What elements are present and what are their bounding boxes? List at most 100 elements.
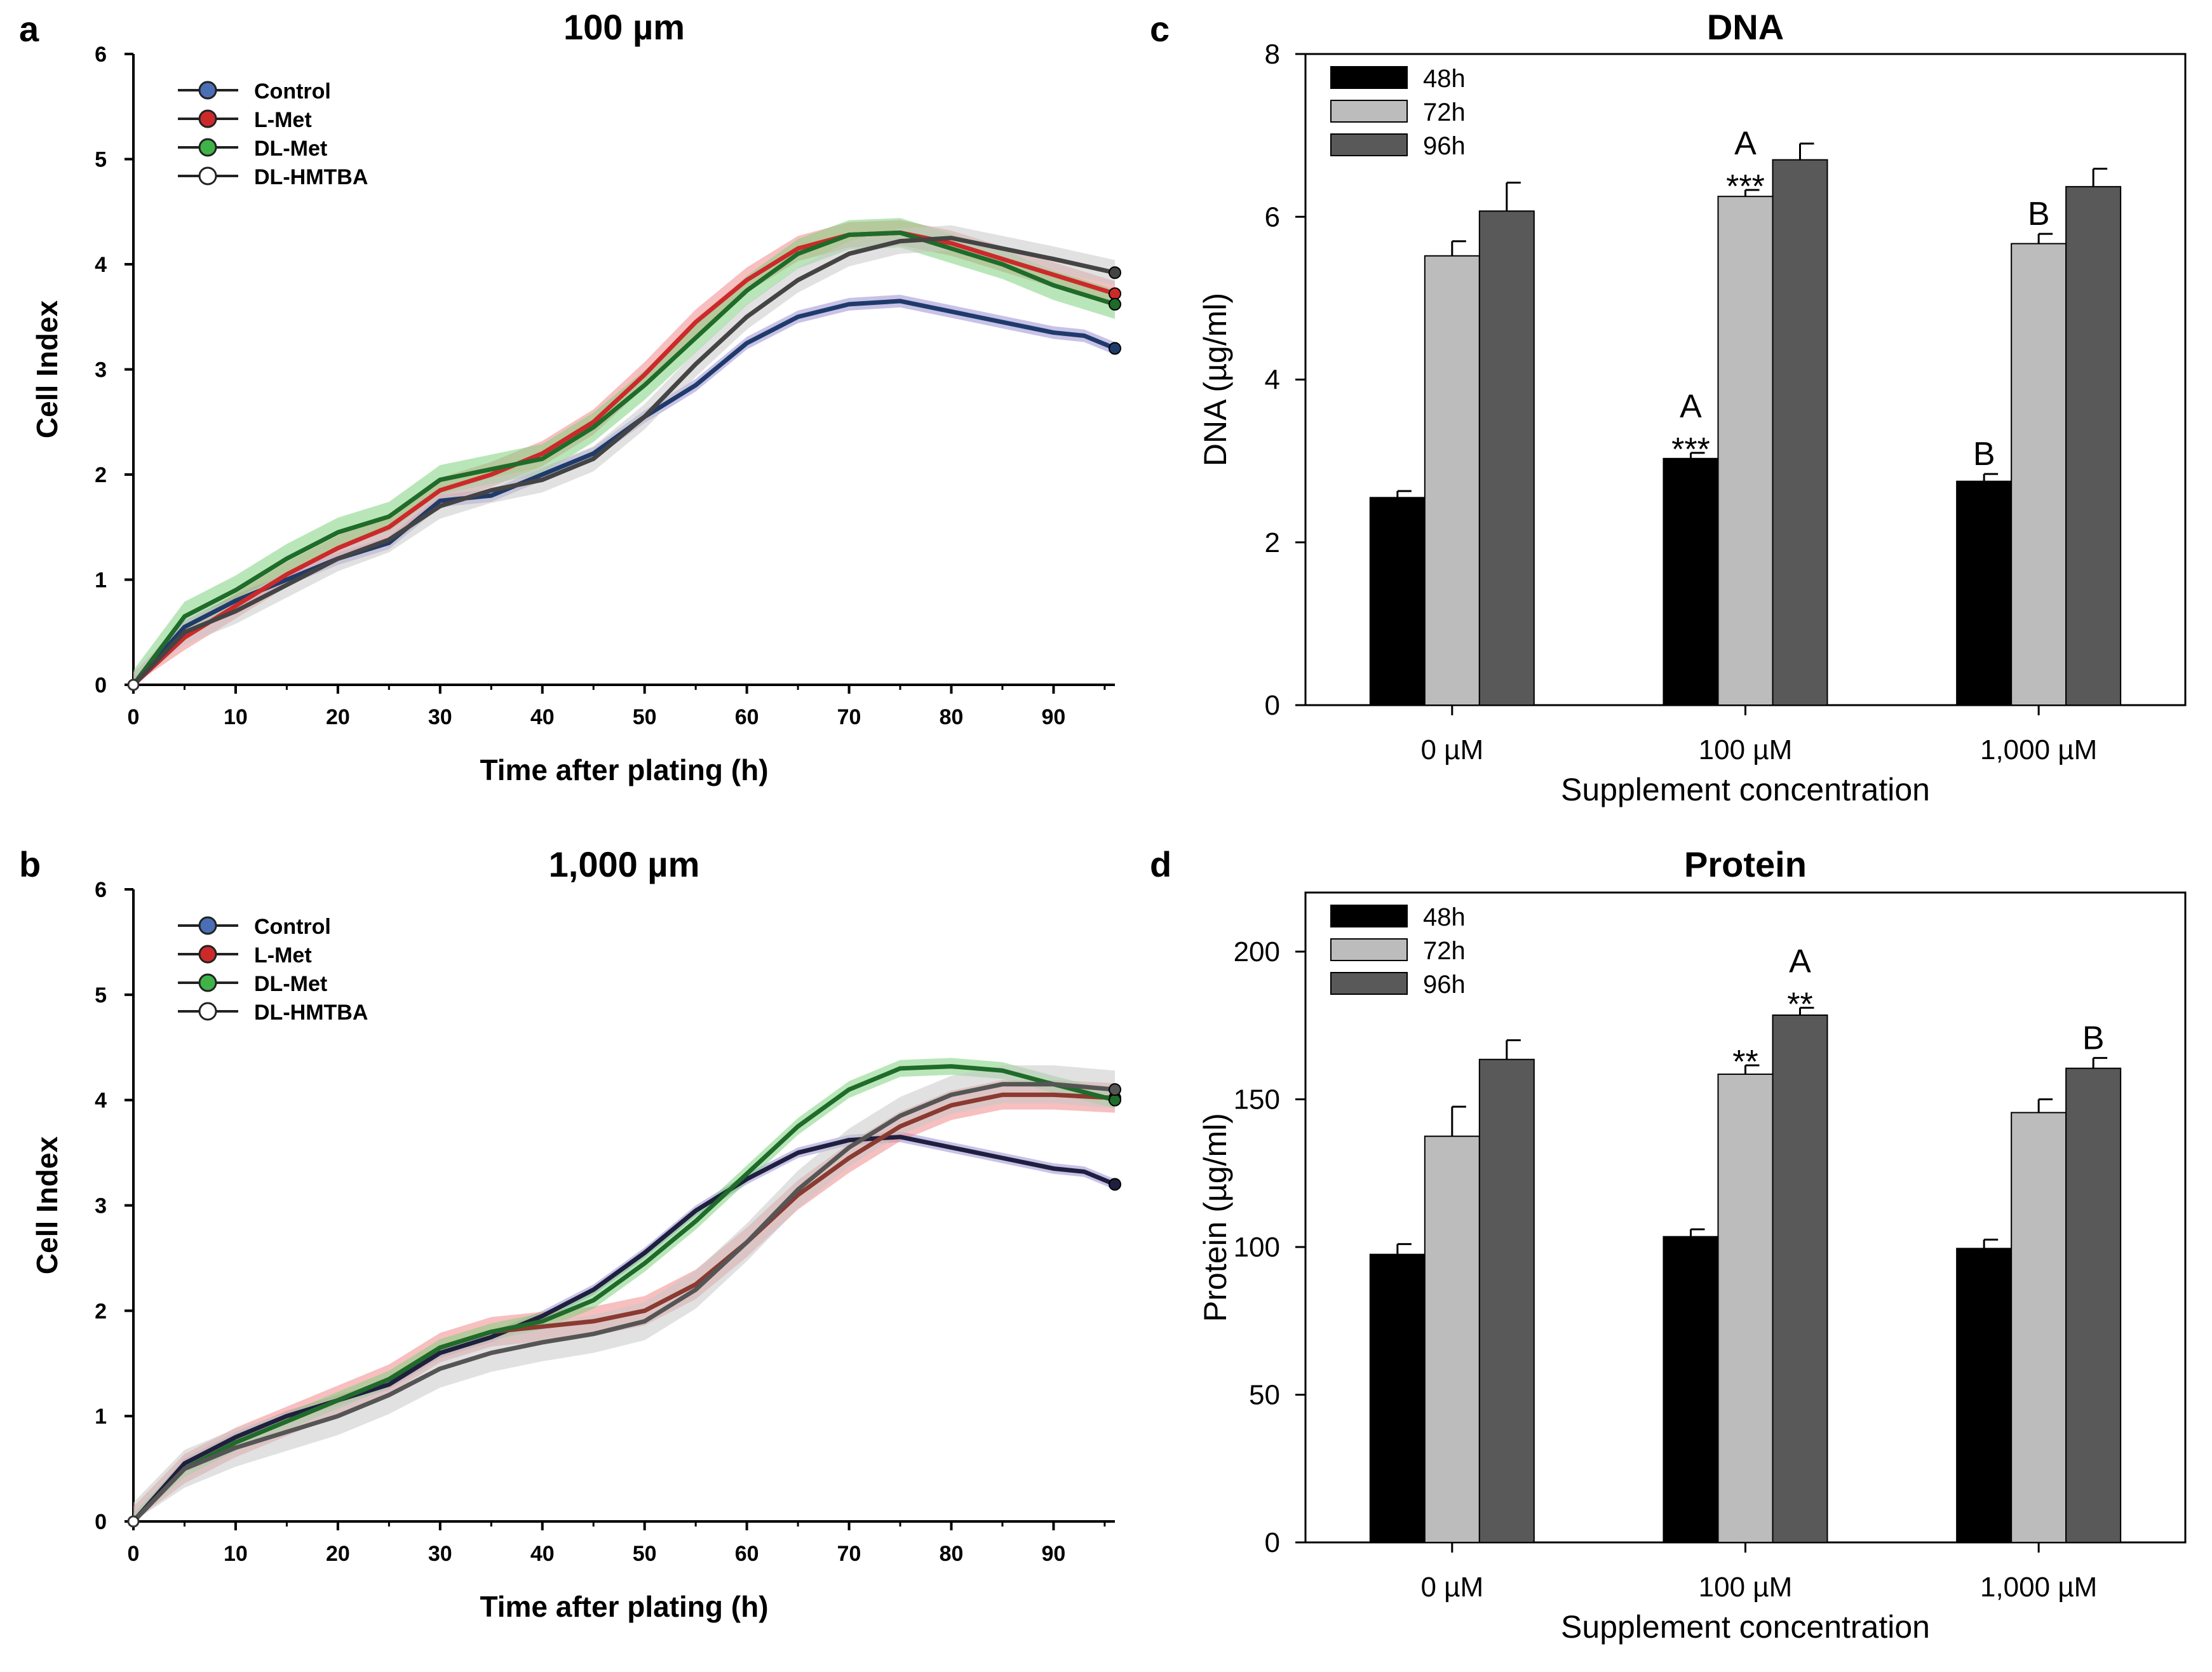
bar-96h-2 [2065,185,2122,706]
series-line-l-met [132,230,1116,687]
series-end-point-dl-hmtba [1109,266,1121,280]
y-tick-label: 2 [1265,527,1280,558]
y-tick-label: 1 [95,569,107,593]
legend-label: Control [254,915,331,939]
significance-stars: *** [1671,431,1710,468]
x-tick-label: 40 [530,705,555,729]
bar-96h-0 [1478,210,1535,706]
y-tick-label: 8 [1265,39,1280,70]
legend-marker-dl-met [198,973,217,992]
bar-96h-0 [1478,1058,1535,1543]
x-tick-label: 40 [530,1542,555,1566]
bar-96h-1 [1772,159,1828,706]
x-tick-label: 20 [326,705,350,729]
legend-marker-dl-hmtba [198,166,217,185]
x-tick-label: 0 µM [1420,1572,1483,1603]
legend-marker-control [198,916,217,935]
y-tick-label: 4 [95,1089,107,1113]
bar-72h-2 [2011,1112,2067,1544]
y-tick-label: 6 [95,43,107,67]
y-tick-label: 0 [1265,1527,1280,1558]
y-tick-label: 6 [95,878,107,902]
legend-marker-dl-hmtba [198,1002,217,1021]
series-line-dl-met [132,1064,1116,1523]
chart-title: DNA [1707,7,1784,47]
y-axis-label: Cell Index [30,1136,64,1274]
x-tick-label: 30 [428,1542,452,1566]
x-tick-label: 20 [326,1542,350,1566]
bar-48h-1 [1662,1236,1719,1543]
legend-label: Control [254,79,331,104]
y-tick-label: 100 [1234,1232,1280,1263]
group-letter: B [2082,1020,2105,1056]
legend-label: L-Met [254,108,312,132]
y-tick-label: 3 [95,1194,107,1218]
chart-title: Protein [1684,844,1807,884]
bar-72h-0 [1424,255,1480,706]
error-band-l-met [133,220,1115,685]
bar-48h-2 [1956,480,2013,706]
group-letter: B [2028,196,2050,233]
y-tick-label: 4 [1265,365,1280,396]
error-band-dl-met [133,218,1115,685]
x-axis-label: Time after plating (h) [480,1590,768,1623]
y-tick-label: 50 [1249,1380,1280,1411]
x-tick-label: 10 [224,1542,248,1566]
series-end-point-control [1109,1178,1121,1191]
x-axis-label: Supplement concentration [1561,1609,1930,1645]
error-band-l-met [133,1080,1115,1521]
legend-marker-l-met [198,945,217,964]
y-tick-label: 5 [95,983,107,1008]
y-tick-label: 0 [95,673,107,698]
bar-72h-1 [1717,1073,1774,1543]
series-line-dl-hmtba [132,1082,1116,1523]
bar-48h-0 [1369,497,1426,706]
legend-label: DL-Met [254,972,327,996]
bar-72h-2 [2011,243,2067,706]
legend-label: 72h [1423,937,1466,965]
y-tick-label: 200 [1234,936,1280,967]
legend-marker-dl-met [198,138,217,157]
bar-48h-1 [1662,457,1719,706]
group-letter: B [1973,436,1995,473]
series-end-point-dl-met [1109,297,1121,311]
series-line-dl-hmtba [132,236,1116,687]
chart-title: 100 µm [563,7,685,47]
x-tick-label: 0 [128,1542,140,1566]
series-end-point-dl-hmtba [1109,1083,1121,1096]
legend-label: 48h [1423,65,1466,93]
legend-swatch-96h [1330,133,1408,156]
series-end-point-control [1109,342,1121,355]
x-tick-label: 30 [428,705,452,729]
legend-swatch-72h [1330,938,1408,961]
x-tick-label: 90 [1042,705,1066,729]
y-tick-label: 0 [1265,690,1280,721]
x-tick-label: 0 µM [1420,734,1483,765]
legend-label: L-Met [254,943,312,967]
group-letter: A [1680,388,1702,425]
x-tick-label: 1,000 µM [1980,734,2097,765]
origin-point [127,678,140,691]
series-end-point-dl-met [1109,1093,1121,1107]
y-tick-label: 1 [95,1405,107,1429]
legend-label: DL-Met [254,137,327,161]
chart-title: 1,000 µm [549,844,700,884]
x-tick-label: 0 [128,705,140,729]
error-band-dl-hmtba [133,1065,1115,1521]
series-line-control [132,1135,1116,1523]
legend-label: 72h [1423,98,1466,126]
series-line-control [132,299,1116,687]
bar-72h-0 [1424,1135,1480,1543]
y-axis-label: Cell Index [30,300,64,438]
panel-letter: d [1150,844,1171,884]
significance-stars: *** [1726,168,1765,205]
legend-label: 96h [1423,132,1466,160]
error-band-dl-hmtba [133,225,1115,685]
x-axis-label: Time after plating (h) [480,753,768,786]
x-tick-label: 10 [224,705,248,729]
x-tick-label: 50 [633,705,657,729]
y-tick-label: 6 [1265,201,1280,233]
